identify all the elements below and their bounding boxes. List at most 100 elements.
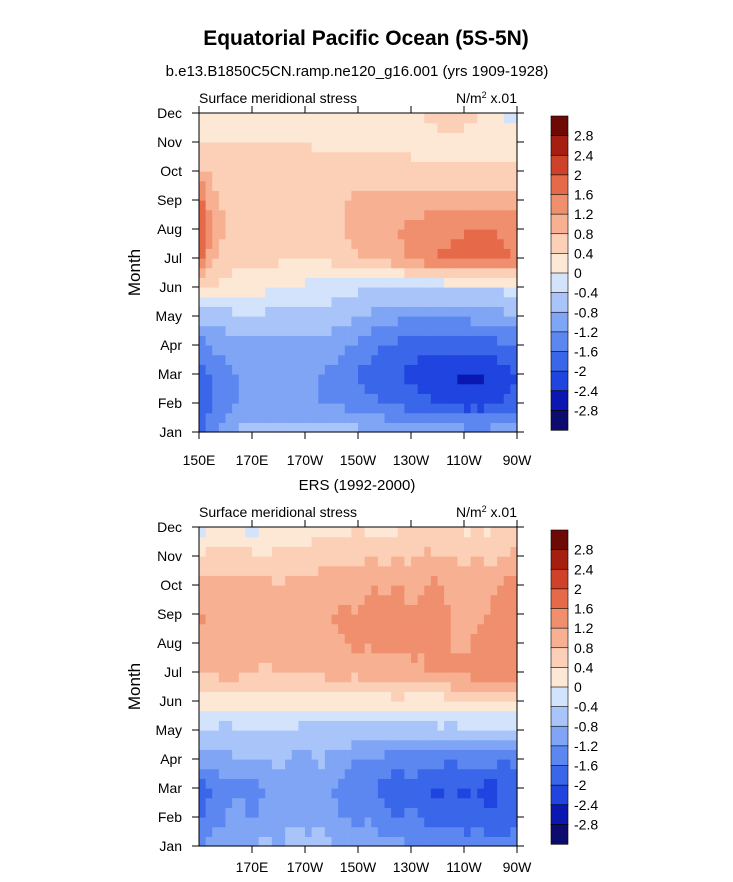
colorbar-box	[550, 272, 569, 294]
contour-cell	[291, 691, 299, 702]
contour-cell	[384, 142, 392, 153]
colorbar-box	[550, 331, 569, 353]
contour-cell	[324, 778, 333, 789]
contour-cell	[238, 623, 246, 634]
contour-cell	[311, 759, 319, 770]
contour-cell	[205, 200, 213, 211]
contour-cell	[397, 594, 405, 605]
contour-cell	[258, 113, 266, 124]
contour-cell	[437, 306, 445, 317]
contour-cell	[212, 422, 220, 433]
contour-cell	[358, 345, 366, 356]
contour-cell	[311, 643, 319, 654]
contour-cell	[238, 691, 246, 702]
contour-cell	[291, 633, 299, 644]
contour-cell	[470, 306, 478, 317]
contour-cell	[397, 778, 405, 789]
contour-cell	[444, 151, 452, 162]
contour-cell	[510, 817, 518, 828]
contour-cell	[271, 277, 280, 288]
contour-cell	[510, 277, 518, 288]
contour-cell	[424, 335, 432, 346]
contour-cell	[265, 652, 273, 663]
contour-cell	[232, 826, 240, 837]
contour-cell	[404, 325, 412, 336]
contour-cell	[338, 536, 346, 547]
contour-cell	[331, 219, 339, 230]
contour-cell	[371, 412, 379, 423]
contour-cell	[391, 238, 399, 249]
contour-cell	[305, 614, 313, 625]
contour-cell	[437, 229, 445, 240]
contour-cell	[417, 614, 425, 625]
contour-cell	[503, 817, 511, 828]
contour-cell	[305, 662, 313, 673]
contour-cell	[503, 575, 511, 586]
contour-cell	[470, 209, 478, 220]
contour-cell	[437, 258, 445, 269]
contour-cell	[199, 132, 207, 143]
contour-cell	[437, 546, 445, 557]
contour-cell	[464, 345, 472, 356]
contour-cell	[364, 200, 372, 211]
contour-cell	[377, 778, 386, 789]
contour-cell	[285, 403, 293, 414]
contour-cell	[318, 171, 326, 182]
contour-cell	[225, 556, 233, 567]
contour-cell	[391, 113, 399, 124]
contour-cell	[298, 287, 306, 298]
contour-cell	[470, 151, 478, 162]
contour-cell	[464, 209, 472, 220]
contour-cell	[331, 403, 339, 414]
contour-cell	[430, 345, 439, 356]
contour-cell	[218, 229, 227, 240]
contour-cell	[278, 248, 286, 259]
contour-cell	[291, 759, 299, 770]
contour-cell	[503, 759, 511, 770]
contour-cell	[245, 132, 253, 143]
contour-cell	[391, 383, 399, 394]
contour-cell	[298, 403, 306, 414]
contour-cell	[225, 113, 233, 124]
contour-cell	[457, 730, 465, 741]
contour-cell	[510, 594, 518, 605]
contour-cell	[490, 623, 498, 634]
contour-cell	[404, 374, 412, 385]
contour-cell	[391, 527, 399, 538]
contour-cell	[338, 759, 346, 770]
contour-cell	[245, 768, 253, 779]
contour-cell	[258, 403, 266, 414]
contour-cell	[245, 817, 253, 828]
contour-cell	[238, 412, 246, 423]
contour-cell	[490, 403, 498, 414]
contour-cell	[470, 691, 478, 702]
contour-cell	[430, 248, 439, 259]
contour-cell	[225, 316, 233, 327]
contour-cell	[205, 594, 213, 605]
contour-cell	[483, 691, 492, 702]
contour-cell	[344, 778, 352, 789]
contour-cell	[218, 335, 227, 346]
contour-cell	[497, 200, 505, 211]
contour-cell	[483, 701, 492, 712]
contour-cell	[437, 277, 445, 288]
colorbar-box	[550, 608, 569, 629]
contour-cell	[285, 393, 293, 404]
contour-cell	[397, 180, 405, 191]
contour-cell	[225, 749, 233, 760]
contour-cell	[344, 575, 352, 586]
contour-cell	[483, 527, 492, 538]
contour-cell	[404, 335, 412, 346]
contour-cell	[205, 836, 213, 847]
contour-cell	[404, 403, 412, 414]
contour-cell	[225, 797, 233, 808]
contour-cell	[404, 691, 412, 702]
contour-cell	[437, 739, 445, 750]
contour-cell	[265, 826, 273, 837]
contour-cell	[338, 701, 346, 712]
contour-cell	[278, 778, 286, 789]
contour-cell	[450, 248, 458, 259]
contour-cell	[411, 151, 419, 162]
contour-cell	[344, 364, 352, 375]
contour-cell	[364, 768, 372, 779]
